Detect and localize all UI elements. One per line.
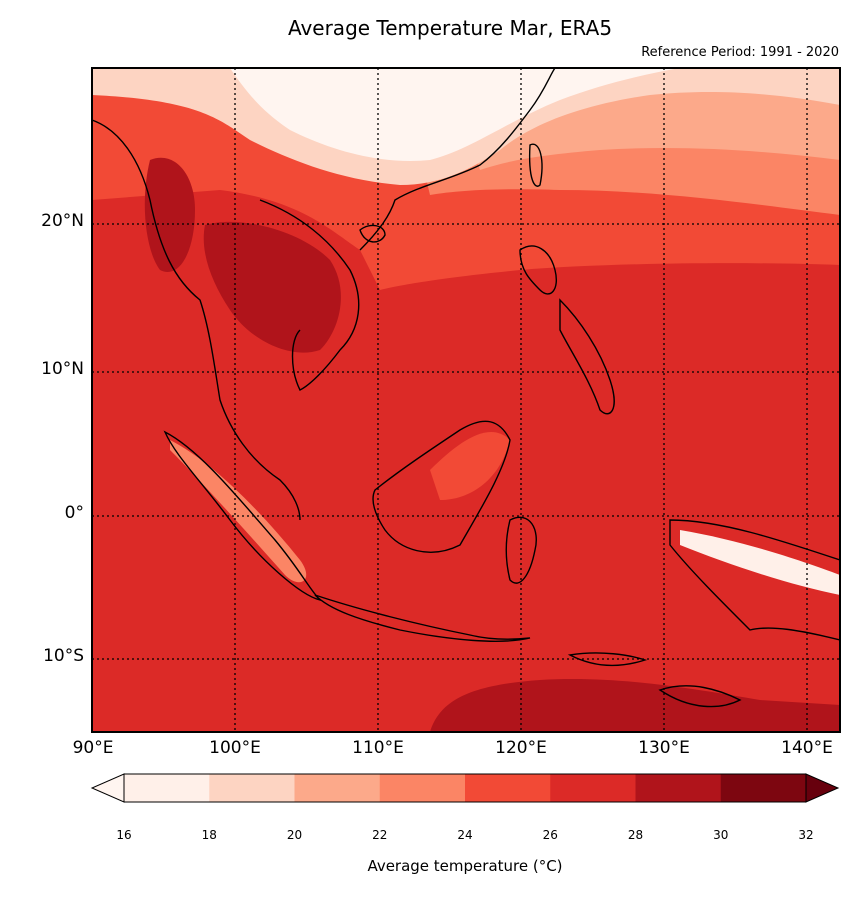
colorbar-frame xyxy=(123,773,807,803)
colorbar-swatch xyxy=(379,774,466,802)
colorbar-tick-label: 30 xyxy=(713,828,729,842)
south-warm-sea xyxy=(430,679,840,732)
lat-label-10n: 10°N xyxy=(41,359,84,379)
colorbar-under-arrow xyxy=(90,773,125,803)
colorbar-tick-label: 18 xyxy=(201,828,217,842)
colorbar-tick-label: 32 xyxy=(798,828,814,842)
sumatra-highlands xyxy=(170,440,307,583)
colorbar-tick-label: 22 xyxy=(372,828,388,842)
colorbar-swatch xyxy=(550,774,636,802)
myanmar-warm-patch xyxy=(144,157,195,272)
map-plot-area xyxy=(92,68,840,732)
lon-label-100e: 100°E xyxy=(209,738,261,758)
lat-label-10s: 10°S xyxy=(43,646,84,666)
colorbar-tick-label: 20 xyxy=(286,828,303,842)
colorbar-over-arrow xyxy=(805,773,840,803)
colorbar-tick-label: 26 xyxy=(542,828,558,842)
colorbar-title: Average temperature (°C) xyxy=(367,857,563,875)
colorbar xyxy=(90,773,840,803)
lat-label-0: 0° xyxy=(64,503,84,523)
colorbar-swatch xyxy=(124,774,210,802)
lon-label-110e: 110°E xyxy=(352,738,404,758)
map-frame xyxy=(91,67,841,733)
lon-label-140e: 140°E xyxy=(781,738,833,758)
borneo-highlands xyxy=(430,431,510,500)
lon-label-90e: 90°E xyxy=(72,738,114,758)
lon-label-120e: 120°E xyxy=(495,738,547,758)
coastlines xyxy=(92,68,840,708)
gridlines xyxy=(92,68,840,732)
colorbar-swatch xyxy=(720,774,807,802)
colorbar-tick-label: 24 xyxy=(457,828,473,842)
colorbar-tick-label: 16 xyxy=(116,828,132,842)
mainland-warm-patch xyxy=(203,221,341,353)
lon-label-130e: 130°E xyxy=(638,738,690,758)
colorbar-tick-label: 28 xyxy=(627,828,644,842)
colorbar-swatch xyxy=(465,774,551,802)
colorbar-swatch xyxy=(209,774,295,802)
lat-label-20n: 20°N xyxy=(41,211,84,231)
map-subtitle: Reference Period: 1991 - 2020 xyxy=(641,45,839,60)
colorbar-swatch xyxy=(294,774,381,802)
papua-highlands xyxy=(680,530,840,595)
colorbar-swatch xyxy=(635,774,722,802)
band-under-16 xyxy=(230,68,680,161)
map-title: Average Temperature Mar, ERA5 xyxy=(287,16,613,40)
